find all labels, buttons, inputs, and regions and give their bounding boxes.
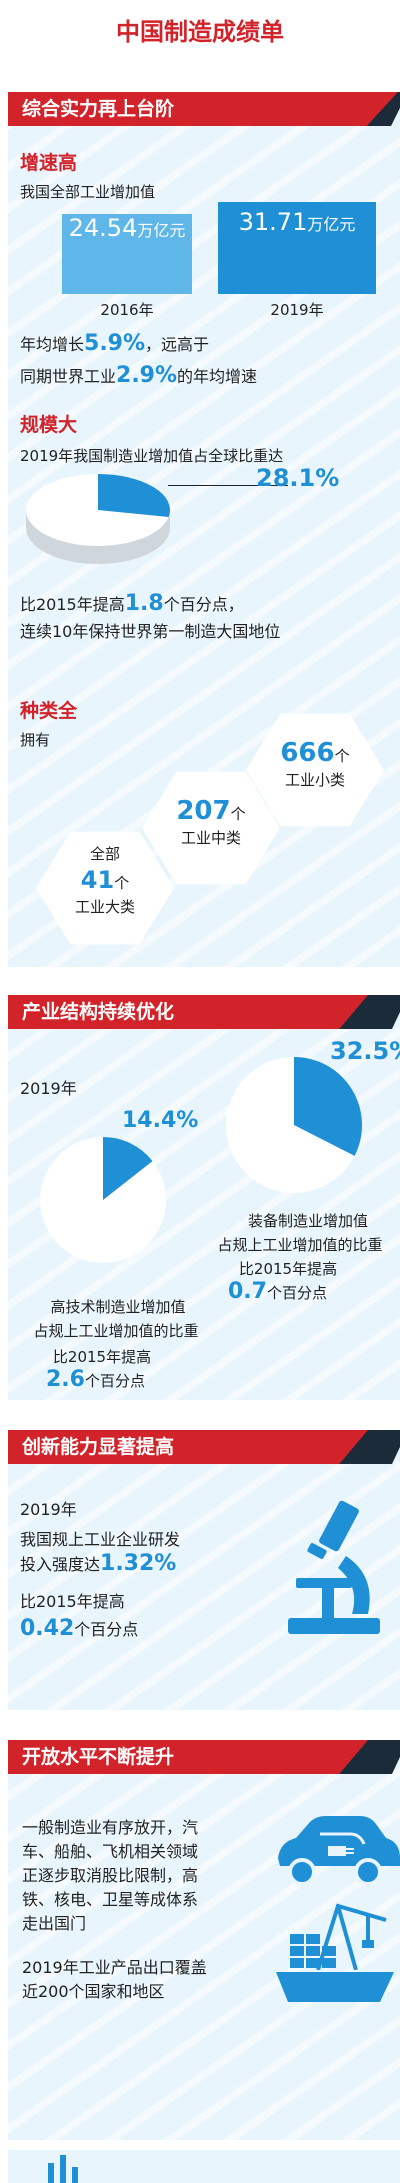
bar-2016-label: 24.54万亿元 xyxy=(68,214,186,242)
car-charging-icon xyxy=(278,1816,400,1886)
innovation-line1: 我国规上工业企业研发 xyxy=(20,1530,181,1549)
section-banner: 产业结构持续优化 xyxy=(8,995,368,1029)
scale-line1: 比2015年提高1.8个百分点， xyxy=(20,591,244,616)
equip-line3: 比2015年提高 xyxy=(238,1260,338,1278)
pie-slice-hitech xyxy=(103,1137,153,1200)
scale-heading: 规模大 xyxy=(20,414,78,436)
innovation-line3: 比2015年提高 xyxy=(20,1592,125,1611)
variety-intro: 拥有 xyxy=(20,731,51,749)
innovation-line2: 投入强度达1.32% xyxy=(20,1551,177,1576)
structure-year: 2019年 xyxy=(20,1079,77,1098)
year-2016: 2016年 xyxy=(100,301,154,319)
microscope-icon xyxy=(288,1500,380,1634)
scale-share: 28.1% xyxy=(256,464,340,492)
pie-slice-china xyxy=(98,474,171,517)
bar-2019-label: 31.71万亿元 xyxy=(238,208,356,236)
page-title: 中国制造成绩单 xyxy=(116,18,284,46)
section-industry-structure: 产业结构持续优化 2019年 32.5% 装备制造业增加值 占规上工业增加值的比… xyxy=(8,995,400,1400)
hitech-line3: 比2015年提高 xyxy=(52,1348,152,1366)
scale-intro: 2019年我国制造业增加值占全球比重达 xyxy=(20,447,284,465)
hitech-line1: 高技术制造业增加值 xyxy=(50,1298,186,1316)
equip-line1: 装备制造业增加值 xyxy=(247,1212,368,1230)
scale-leader-line xyxy=(168,485,288,486)
decorative-footer-bars xyxy=(8,2150,400,2183)
opening-paragraph-1: 一般制造业有序放开，汽 车、船舶、飞机相关领域 正逐步取消股比限制，高 铁、核电… xyxy=(22,1818,199,1933)
pie-slice-equipment xyxy=(294,1057,362,1156)
section-banner: 综合实力再上台阶 xyxy=(8,92,398,126)
ship-icon xyxy=(276,1934,394,2002)
hex-mid-categories: 207个 工业中类 xyxy=(142,771,280,885)
pie-chart-icon xyxy=(26,474,171,564)
bar-2019 xyxy=(218,202,376,294)
equip-increase: 0.7个百分点 xyxy=(228,1279,327,1304)
hex-small-categories: 666个 工业小类 xyxy=(246,713,384,827)
equip-share: 32.5% xyxy=(330,1037,400,1065)
equip-line2: 占规上工业增加值的比重 xyxy=(217,1236,383,1254)
section-opening-up: 开放水平不断提升 一般制造业有序放开，汽 车、船舶、飞机相关领域 正逐步取消股比… xyxy=(8,1740,400,2140)
section-banner: 创新能力显著提高 xyxy=(8,1430,368,1464)
variety-heading: 种类全 xyxy=(20,700,78,722)
section-overall-strength: 综合实力再上台阶 增速高 我国全部工业增加值 24.54万亿元 31.71万亿元… xyxy=(8,92,400,967)
hitech-increase: 2.6个百分点 xyxy=(46,1367,145,1392)
year-2019: 2019年 xyxy=(270,301,324,319)
hex-large-categories: 全部 41个 工业大类 xyxy=(36,831,174,945)
innovation-year: 2019年 xyxy=(20,1500,77,1519)
scale-line2: 连续10年保持世界第一制造大国地位 xyxy=(20,622,281,641)
equip-pie xyxy=(226,1057,362,1193)
growth-intro: 我国全部工业增加值 xyxy=(20,183,156,201)
innovation-line4: 0.42个百分点 xyxy=(20,1616,139,1641)
section-innovation: 创新能力显著提高 2019年 我国规上工业企业研发 投入强度达1.32% 比20… xyxy=(8,1430,400,1710)
hitech-share: 14.4% xyxy=(122,1108,199,1133)
crane-icon xyxy=(316,1903,387,1970)
opening-paragraph-2: 2019年工业产品出口覆盖 近200个国家和地区 xyxy=(22,1958,207,2001)
growth-heading: 增速高 xyxy=(20,152,78,174)
section-banner: 开放水平不断提升 xyxy=(8,1740,368,1774)
hitech-line2: 占规上工业增加值的比重 xyxy=(33,1322,199,1340)
bar-2016 xyxy=(62,214,192,294)
growth-line2: 同期世界工业2.9%的年均增速 xyxy=(20,363,258,388)
growth-line1: 年均增长5.9%，远高于 xyxy=(20,331,210,356)
hitech-pie xyxy=(40,1137,166,1263)
